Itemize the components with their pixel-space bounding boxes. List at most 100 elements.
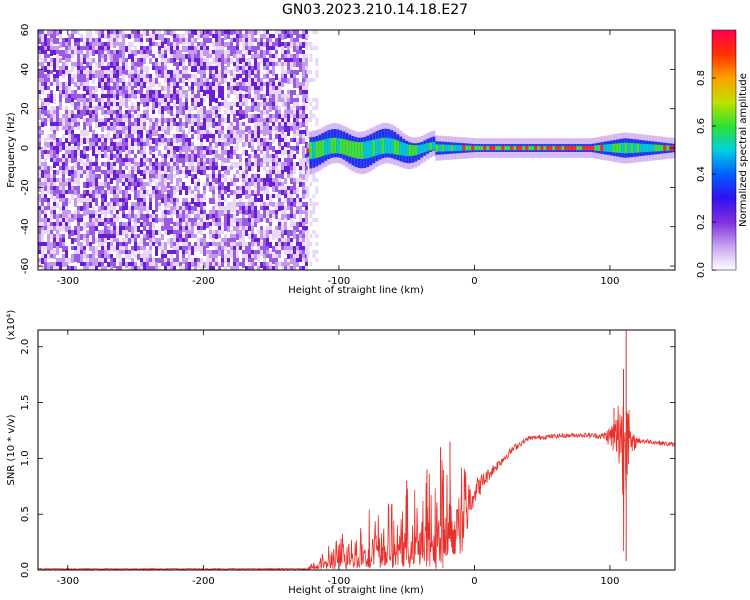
signal-core-cell (381, 137, 385, 154)
spectrogram-cell (119, 262, 122, 266)
spectrogram-cell (293, 154, 296, 159)
spectrogram-cell (197, 114, 200, 119)
spectrogram-cell (296, 262, 299, 267)
spectrogram-cell (41, 202, 44, 208)
spectrogram-cell (203, 98, 206, 102)
spectrogram-cell (152, 170, 155, 175)
spectrogram-cell (275, 226, 278, 230)
spectrogram-cell (53, 178, 56, 183)
spectrogram-cell (191, 162, 194, 168)
spectrogram-cell (65, 94, 68, 100)
spectrogram-cell (107, 218, 110, 224)
spectrogram-cell (119, 106, 122, 110)
spectrogram-cell (125, 94, 128, 98)
spectrogram-cell (170, 190, 173, 196)
spectrogram-cell (44, 82, 47, 87)
spectrogram-cell (215, 122, 218, 128)
spectrogram-cell (254, 62, 257, 66)
spectrogram-cell (140, 190, 143, 195)
spectrogram-cell (245, 114, 248, 118)
spectrogram-cell (206, 254, 209, 258)
spectrogram-cell (134, 202, 137, 207)
spectrogram-cell (68, 182, 71, 186)
spectrogram-cell (230, 206, 233, 212)
spectrogram-cell (53, 142, 56, 147)
spectrogram-cell (152, 66, 155, 70)
spectrogram-cell (287, 170, 290, 175)
spectrogram-cell (65, 162, 68, 167)
spectrogram-cell (104, 210, 107, 214)
spectrogram-cell (293, 170, 296, 174)
spectrogram-cell (278, 114, 281, 119)
spectrogram-cell (161, 222, 164, 227)
spectrogram-cell (287, 90, 290, 96)
spectrogram-cell (242, 102, 245, 106)
spectrogram-cell (119, 190, 122, 194)
spectrogram-cell (125, 126, 128, 130)
spectrogram-cell (146, 54, 149, 58)
y-tick-label: 1.0 (20, 450, 31, 466)
spectrogram-cell (221, 190, 224, 194)
spectrogram-cell (98, 194, 101, 198)
spectrogram-cell (44, 38, 47, 44)
spectrogram-cell (306, 134, 310, 138)
spectrogram-cell (164, 166, 167, 171)
spectrogram-cell (50, 146, 53, 152)
spectrogram-cell (101, 110, 104, 115)
spectrogram-cell (44, 118, 47, 124)
spectrogram-cell (312, 98, 316, 102)
spectrogram-cell (290, 222, 293, 228)
spectrogram-cell (236, 170, 239, 174)
spectrogram-cell (230, 178, 233, 183)
spectrogram-cell (236, 142, 239, 146)
spectrogram-cell (89, 66, 92, 72)
spectrogram-cell (68, 166, 71, 170)
spectrogram-cell (92, 206, 95, 212)
spectrogram-cell (209, 138, 212, 142)
spectrogram-cell (137, 70, 140, 76)
spectrogram-cell (269, 194, 272, 198)
spectrogram-cell (315, 218, 319, 222)
spectrogram-cell (89, 230, 92, 235)
spectrogram-cell (149, 250, 152, 254)
spectrogram-cell (260, 158, 263, 162)
spectrogram-cell (89, 114, 92, 118)
spectrogram-cell (302, 90, 305, 96)
signal-core-cell (585, 145, 589, 151)
spectrogram-cell (299, 174, 302, 179)
spectrogram-cell (287, 162, 290, 166)
spectrogram-cell (62, 178, 65, 182)
spectrogram-cell (104, 214, 107, 219)
spectrogram-cell (275, 130, 278, 136)
spectrogram-cell (290, 246, 293, 251)
spectrogram-cell (206, 58, 209, 62)
spectrogram-cell (203, 90, 206, 96)
spectrogram-cell (290, 186, 293, 191)
spectrogram-cell (194, 214, 197, 218)
spectrogram-cell (89, 34, 92, 39)
spectrogram-cell (239, 90, 242, 95)
spectrogram-cell (71, 238, 74, 244)
spectrogram-cell (176, 218, 179, 222)
spectrogram-cell (101, 78, 104, 83)
spectrogram-cell (38, 46, 41, 52)
spectrogram-cell (146, 38, 149, 42)
spectrogram-cell (119, 78, 122, 83)
spectrogram-cell (290, 154, 293, 159)
spectrogram-cell (50, 226, 53, 230)
spectrogram-cell (248, 42, 251, 46)
spectrogram-cell (293, 78, 296, 82)
spectrogram-cell (194, 66, 197, 72)
spectrogram-cell (98, 258, 101, 262)
spectrogram-cell (98, 34, 101, 39)
spectrogram-cell (71, 30, 74, 36)
spectrogram-cell (206, 242, 209, 248)
signal-core-cell (642, 143, 646, 153)
spectrogram-cell (290, 166, 293, 172)
spectrogram-cell (221, 242, 224, 247)
spectrogram-cell (290, 122, 293, 128)
spectrogram-cell (62, 38, 65, 44)
spectrogram-cell (128, 174, 131, 179)
spectrogram-cell (125, 134, 128, 140)
spectrogram-cell (242, 54, 245, 59)
